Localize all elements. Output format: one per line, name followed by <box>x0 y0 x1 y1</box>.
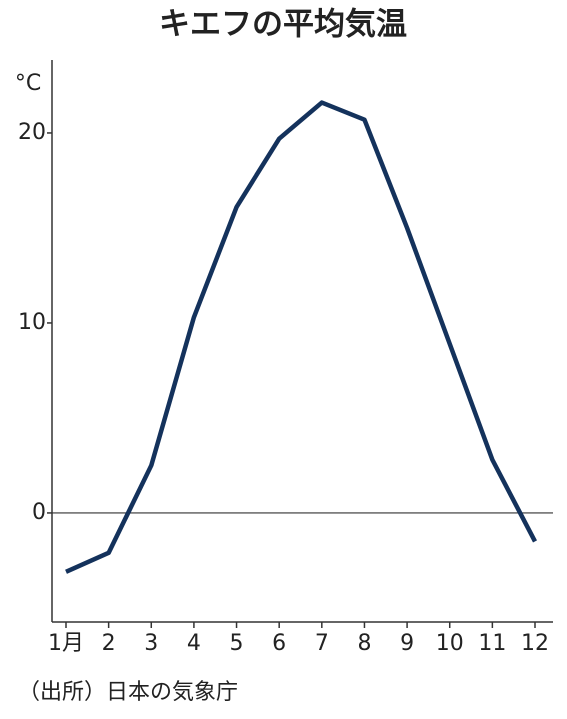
x-tick-label: 8 <box>357 631 371 656</box>
x-tick-label: 11 <box>478 631 506 656</box>
y-unit: °C <box>15 71 41 96</box>
temperature-line <box>65 100 537 574</box>
x-tick-label: 5 <box>230 631 244 656</box>
chart-title: キエフの平均気温 <box>159 7 407 43</box>
x-tick-label: 2 <box>102 631 116 656</box>
y-tick-label: 0 <box>32 500 46 525</box>
x-tick-label: 10 <box>436 631 464 656</box>
x-tick-label: 4 <box>187 631 201 656</box>
x-tick-label: 1月 <box>48 631 84 656</box>
x-tick-label: 12 <box>521 631 549 656</box>
x-tick-label: 3 <box>144 631 158 656</box>
x-tick-label: 6 <box>272 631 286 656</box>
y-tick-label: 10 <box>18 310 46 335</box>
y-tick-label: 20 <box>18 120 46 145</box>
source: （出所）日本の気象庁 <box>18 680 238 705</box>
x-tick-label: 9 <box>400 631 414 656</box>
x-tick-label: 7 <box>315 631 329 656</box>
